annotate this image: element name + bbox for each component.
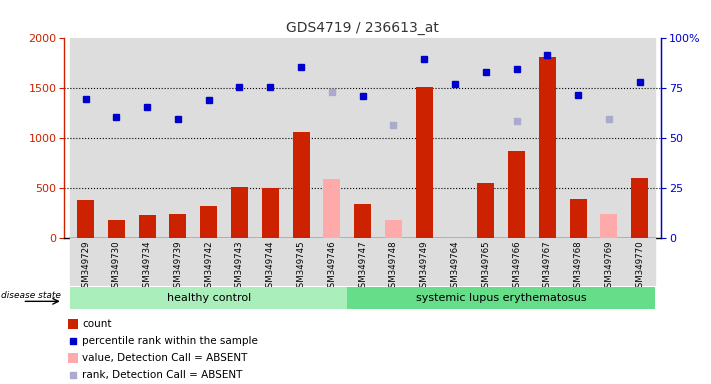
Bar [169, 214, 186, 238]
Bar [193, 38, 224, 238]
Bar [193, 238, 224, 286]
Bar [624, 238, 655, 286]
Bar [224, 238, 255, 286]
Text: GSM349742: GSM349742 [204, 240, 213, 293]
Bar [201, 206, 217, 238]
Bar [231, 187, 248, 238]
Bar [101, 38, 132, 238]
Bar [108, 220, 125, 238]
Text: GSM349729: GSM349729 [81, 240, 90, 293]
Bar [132, 238, 163, 286]
Title: GDS4719 / 236613_at: GDS4719 / 236613_at [286, 21, 439, 35]
Bar [385, 220, 402, 238]
Bar [562, 38, 594, 238]
Bar [532, 38, 562, 238]
Bar [501, 238, 532, 286]
Text: systemic lupus erythematosus: systemic lupus erythematosus [416, 293, 587, 303]
Text: GSM349730: GSM349730 [112, 240, 121, 293]
Text: GSM349745: GSM349745 [296, 240, 306, 293]
Bar [594, 38, 624, 238]
Bar [139, 215, 156, 238]
Bar [409, 38, 439, 238]
Bar [132, 38, 163, 238]
Text: GSM349748: GSM349748 [389, 240, 398, 293]
Bar [439, 238, 471, 286]
Bar [68, 319, 77, 329]
Text: GSM349746: GSM349746 [327, 240, 336, 293]
Bar [594, 238, 624, 286]
Bar [477, 183, 494, 238]
Bar [324, 179, 341, 238]
Bar [409, 238, 439, 286]
Bar [347, 38, 378, 238]
Bar [224, 38, 255, 238]
Text: GSM349770: GSM349770 [635, 240, 644, 293]
Bar [416, 87, 433, 238]
Text: GSM349734: GSM349734 [143, 240, 151, 293]
Bar [378, 38, 409, 238]
Text: GSM349743: GSM349743 [235, 240, 244, 293]
Text: rank, Detection Call = ABSENT: rank, Detection Call = ABSENT [82, 369, 242, 379]
Bar [70, 238, 101, 286]
Text: GSM349747: GSM349747 [358, 240, 367, 293]
Bar [316, 238, 347, 286]
Bar [471, 38, 501, 238]
Text: GSM349766: GSM349766 [512, 240, 521, 293]
Bar [501, 38, 532, 238]
Bar [262, 188, 279, 238]
Text: GSM349749: GSM349749 [419, 240, 429, 293]
Bar [255, 38, 286, 238]
Bar [77, 200, 94, 238]
Text: count: count [82, 319, 112, 329]
Bar [532, 238, 562, 286]
Text: GSM349765: GSM349765 [481, 240, 491, 293]
Bar [286, 238, 316, 286]
Bar [68, 353, 77, 363]
Text: GSM349767: GSM349767 [542, 240, 552, 293]
Bar [163, 238, 193, 286]
Bar [562, 238, 594, 286]
Bar [508, 151, 525, 238]
Bar [439, 38, 471, 238]
Bar [347, 287, 655, 309]
Bar [286, 38, 316, 238]
Bar [471, 238, 501, 286]
Bar [316, 38, 347, 238]
Bar [631, 178, 648, 238]
Bar [624, 38, 655, 238]
Bar [347, 238, 378, 286]
Bar [70, 38, 101, 238]
Text: disease state: disease state [1, 291, 61, 300]
Bar [255, 238, 286, 286]
Bar [378, 238, 409, 286]
Text: GSM349739: GSM349739 [173, 240, 183, 293]
Bar [163, 38, 193, 238]
Text: GSM349769: GSM349769 [604, 240, 614, 293]
Bar [101, 238, 132, 286]
Text: GSM349768: GSM349768 [574, 240, 582, 293]
Text: GSM349764: GSM349764 [451, 240, 459, 293]
Text: percentile rank within the sample: percentile rank within the sample [82, 336, 258, 346]
Bar [570, 199, 587, 238]
Bar [354, 204, 371, 238]
Text: healthy control: healthy control [166, 293, 251, 303]
Bar [600, 214, 617, 238]
Bar [292, 132, 309, 238]
Bar [539, 57, 556, 238]
Text: value, Detection Call = ABSENT: value, Detection Call = ABSENT [82, 353, 247, 363]
Text: GSM349744: GSM349744 [266, 240, 274, 293]
Bar [70, 287, 347, 309]
